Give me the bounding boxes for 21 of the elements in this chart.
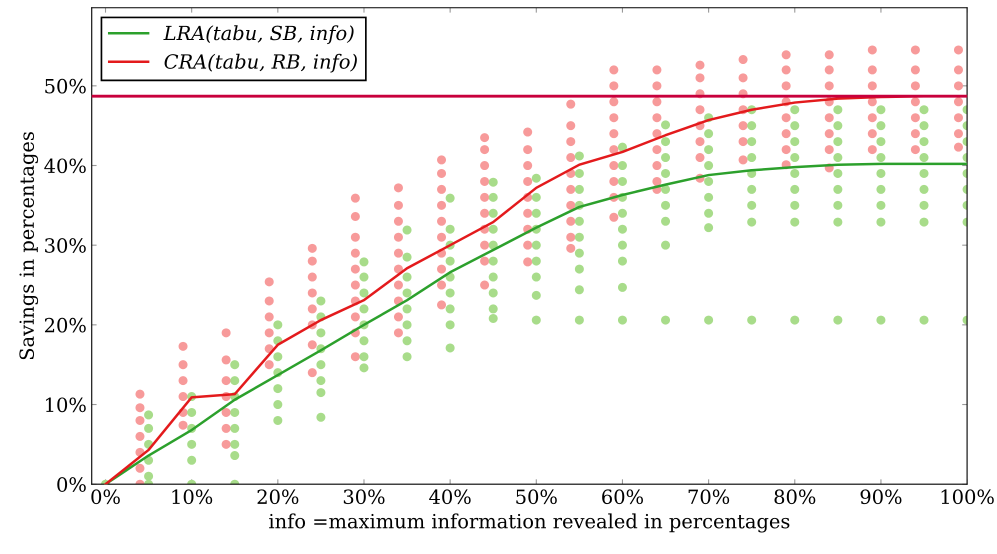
- x-tick-label: 0%: [91, 489, 120, 504]
- x-tick-label: 20%: [258, 489, 298, 504]
- x-tick-label: 30%: [344, 489, 385, 504]
- x-axis-title: info =maximum information revealed in percentages: [269, 513, 790, 533]
- y-tick-label: 40%: [44, 158, 86, 174]
- x-tick-label: 40%: [429, 489, 471, 504]
- y-tick-label: 10%: [46, 397, 86, 412]
- x-tick-label: 80%: [774, 489, 816, 504]
- x-tick-label: 100%: [942, 489, 994, 504]
- y-tick-label: 30%: [45, 238, 86, 253]
- x-tick-label: 90%: [860, 489, 902, 504]
- x-tick-label: 70%: [688, 489, 730, 504]
- legend-label: CRA(tabu, RB, info): [164, 54, 357, 73]
- y-axis-title: Savings in percentages: [19, 132, 38, 360]
- x-tick-label: 60%: [602, 489, 643, 504]
- legend-label: LRA(tabu, SB, info): [163, 25, 354, 44]
- y-tick-label: 20%: [44, 318, 86, 333]
- x-tick-label: 10%: [172, 489, 212, 504]
- x-tick-label: 50%: [516, 489, 557, 504]
- y-tick-label: 0%: [57, 477, 86, 492]
- y-tick-label: 50%: [45, 78, 86, 94]
